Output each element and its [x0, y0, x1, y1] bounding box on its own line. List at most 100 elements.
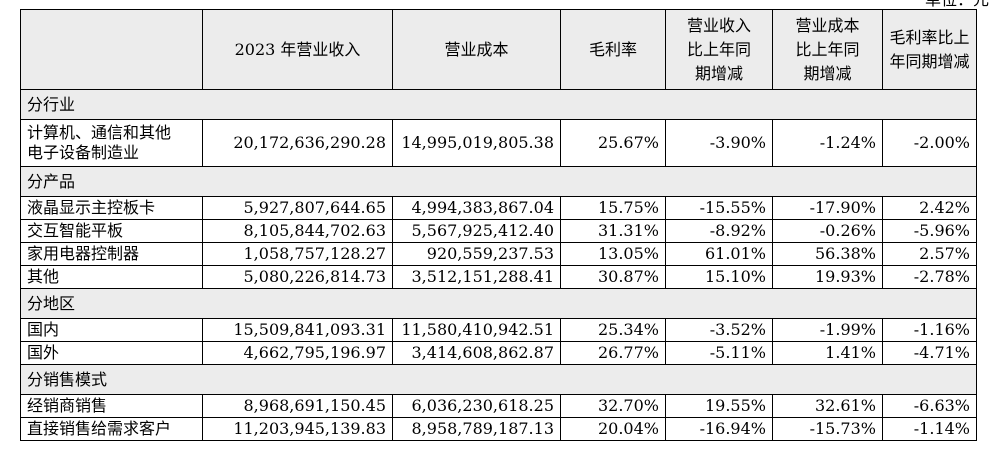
row-label: 交互智能平板	[20, 219, 203, 243]
cell-margin: 31.31%	[560, 219, 666, 243]
cell-margin: 20.04%	[560, 417, 666, 441]
cell-cost-change: -15.73%	[772, 417, 883, 441]
row-label: 国内	[20, 318, 203, 342]
cell-margin: 30.87%	[560, 265, 666, 289]
cell-revenue-change: -3.52%	[665, 318, 773, 342]
cell-cost: 14,995,019,805.38	[392, 119, 561, 167]
cell-margin-change: -1.14%	[882, 417, 977, 441]
cell-revenue: 11,203,945,139.83	[202, 417, 393, 441]
row-label: 经销商销售	[20, 394, 203, 418]
section-title: 分行业	[20, 89, 977, 120]
row-label-line: 电子设备制造业	[27, 143, 140, 162]
table-row: 计算机、通信和其他 电子设备制造业 20,172,636,290.28 14,9…	[20, 119, 977, 167]
cell-cost: 3,414,608,862.87	[392, 341, 561, 365]
cell-margin-change: -4.71%	[882, 341, 977, 365]
cell-revenue: 5,080,226,814.73	[202, 265, 393, 289]
cell-cost-change: -1.24%	[772, 119, 883, 167]
row-label: 直接销售给需求客户	[20, 417, 203, 441]
header-line: 毛利率比上	[889, 27, 970, 47]
row-label: 其他	[20, 265, 203, 289]
cell-revenue-change: 19.55%	[665, 394, 773, 418]
row-label: 液晶显示主控板卡	[20, 196, 203, 220]
header-category	[20, 9, 203, 90]
cell-margin-change: 2.57%	[882, 242, 977, 266]
header-cost: 营业成本	[392, 9, 561, 90]
cell-cost-change: -0.26%	[772, 219, 883, 243]
cell-cost-change: 56.38%	[772, 242, 883, 266]
header-margin: 毛利率	[560, 9, 666, 90]
cell-margin: 32.70%	[560, 394, 666, 418]
cell-cost-change: -17.90%	[772, 196, 883, 220]
header-line: 年同期增减	[889, 51, 970, 71]
cell-revenue: 20,172,636,290.28	[202, 119, 393, 167]
table-row: 经销商销售 8,968,691,150.45 6,036,230,618.25 …	[20, 394, 977, 418]
cell-cost-change: 1.41%	[772, 341, 883, 365]
cell-margin: 25.34%	[560, 318, 666, 342]
header-margin-change: 毛利率比上 年同期增减	[882, 9, 977, 90]
header-line: 期增减	[694, 63, 743, 83]
table-row: 直接销售给需求客户 11,203,945,139.83 8,958,789,18…	[20, 417, 977, 441]
cell-cost-change: 32.61%	[772, 394, 883, 418]
section-row-sales-mode: 分销售模式	[20, 364, 977, 395]
cell-revenue-change: -5.11%	[665, 341, 773, 365]
cell-revenue-change: -15.55%	[665, 196, 773, 220]
cell-cost-change: 19.93%	[772, 265, 883, 289]
cell-margin: 25.67%	[560, 119, 666, 167]
cell-margin-change: -1.16%	[882, 318, 977, 342]
row-label: 计算机、通信和其他 电子设备制造业	[20, 119, 203, 167]
cell-margin-change: -2.00%	[882, 119, 977, 167]
cell-revenue: 15,509,841,093.31	[202, 318, 393, 342]
revenue-breakdown-table: 2023 年营业收入 营业成本 毛利率 营业收入 比上年同 期增减 营业成本 比…	[20, 9, 977, 441]
section-row-product: 分产品	[20, 166, 977, 197]
cell-cost: 920,559,237.53	[392, 242, 561, 266]
cell-margin-change: -5.96%	[882, 219, 977, 243]
cell-cost: 11,580,410,942.51	[392, 318, 561, 342]
cell-margin-change: -6.63%	[882, 394, 977, 418]
table-row: 家用电器控制器 1,058,757,128.27 920,559,237.53 …	[20, 242, 977, 266]
cell-revenue-change: -3.90%	[665, 119, 773, 167]
cell-cost: 6,036,230,618.25	[392, 394, 561, 418]
cell-revenue-change: -16.94%	[665, 417, 773, 441]
table-row: 交互智能平板 8,105,844,702.63 5,567,925,412.40…	[20, 219, 977, 243]
header-line: 营业收入	[686, 15, 751, 35]
cell-margin: 26.77%	[560, 341, 666, 365]
header-revenue: 2023 年营业收入	[202, 9, 393, 90]
cell-revenue: 1,058,757,128.27	[202, 242, 393, 266]
cell-revenue-change: -8.92%	[665, 219, 773, 243]
cell-revenue-change: 61.01%	[665, 242, 773, 266]
header-line: 比上年同	[686, 39, 751, 59]
cell-revenue: 4,662,795,196.97	[202, 341, 393, 365]
unit-label: 单位：元	[925, 0, 989, 9]
cell-margin: 15.75%	[560, 196, 666, 220]
header-revenue-change: 营业收入 比上年同 期增减	[665, 9, 773, 90]
header-row: 2023 年营业收入 营业成本 毛利率 营业收入 比上年同 期增减 营业成本 比…	[20, 9, 977, 90]
cell-revenue: 8,968,691,150.45	[202, 394, 393, 418]
table-row: 国内 15,509,841,093.31 11,580,410,942.51 2…	[20, 318, 977, 342]
cell-cost: 3,512,151,288.41	[392, 265, 561, 289]
header-line: 营业成本	[795, 15, 860, 35]
cell-cost-change: -1.99%	[772, 318, 883, 342]
section-title: 分产品	[20, 166, 977, 197]
cell-margin-change: -2.78%	[882, 265, 977, 289]
table-row: 国外 4,662,795,196.97 3,414,608,862.87 26.…	[20, 341, 977, 365]
section-row-industry: 分行业	[20, 89, 977, 120]
cell-cost: 4,994,383,867.04	[392, 196, 561, 220]
section-row-region: 分地区	[20, 288, 977, 319]
cell-revenue: 8,105,844,702.63	[202, 219, 393, 243]
row-label-line: 计算机、通信和其他	[27, 123, 172, 142]
cell-revenue: 5,927,807,644.65	[202, 196, 393, 220]
cell-margin: 13.05%	[560, 242, 666, 266]
section-title: 分地区	[20, 288, 977, 319]
cell-cost: 8,958,789,187.13	[392, 417, 561, 441]
cell-cost: 5,567,925,412.40	[392, 219, 561, 243]
cell-revenue-change: 15.10%	[665, 265, 773, 289]
row-label: 家用电器控制器	[20, 242, 203, 266]
table-row: 液晶显示主控板卡 5,927,807,644.65 4,994,383,867.…	[20, 196, 977, 220]
table-row: 其他 5,080,226,814.73 3,512,151,288.41 30.…	[20, 265, 977, 289]
header-cost-change: 营业成本 比上年同 期增减	[772, 9, 883, 90]
header-line: 比上年同	[795, 39, 860, 59]
header-line: 期增减	[803, 63, 852, 83]
row-label: 国外	[20, 341, 203, 365]
cell-margin-change: 2.42%	[882, 196, 977, 220]
section-title: 分销售模式	[20, 364, 977, 395]
